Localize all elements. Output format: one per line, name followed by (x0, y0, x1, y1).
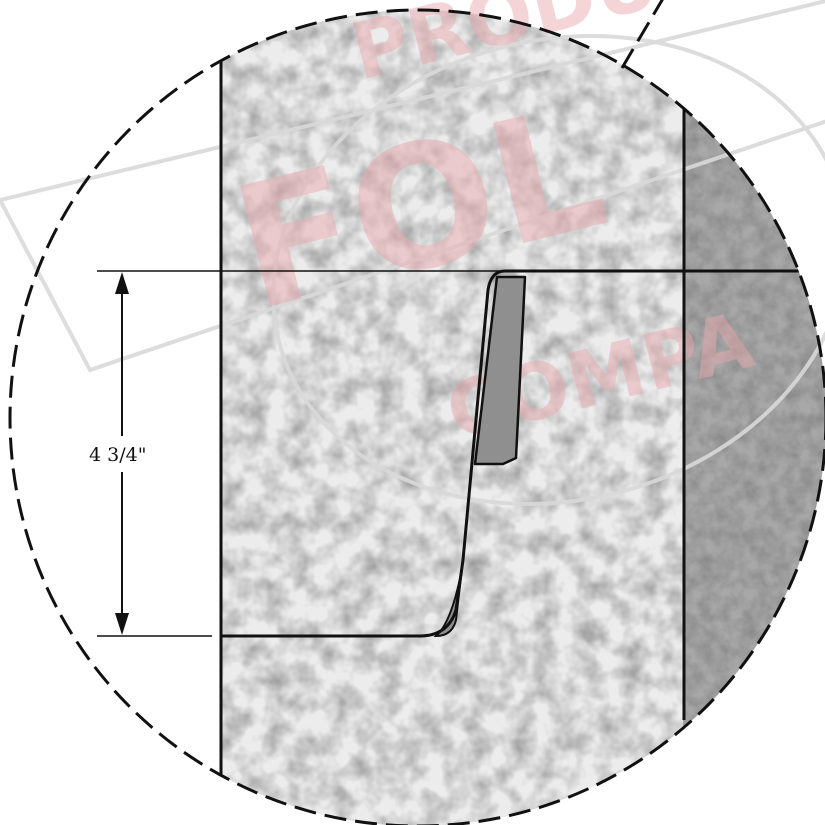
section-lines (219, 10, 825, 825)
detail-circle (8, 8, 825, 825)
dim-arrow-down (115, 613, 129, 635)
leader-line (620, 0, 664, 69)
dim-arrow-up (115, 272, 129, 294)
nosing-profile (222, 269, 545, 638)
profile-outline (222, 269, 545, 638)
dimension-label: 4 3/4" (89, 444, 146, 466)
lower-nosing-fill (433, 567, 463, 638)
dimension: 4 3/4" (89, 270, 545, 637)
upper-nosing-fill (473, 275, 527, 466)
